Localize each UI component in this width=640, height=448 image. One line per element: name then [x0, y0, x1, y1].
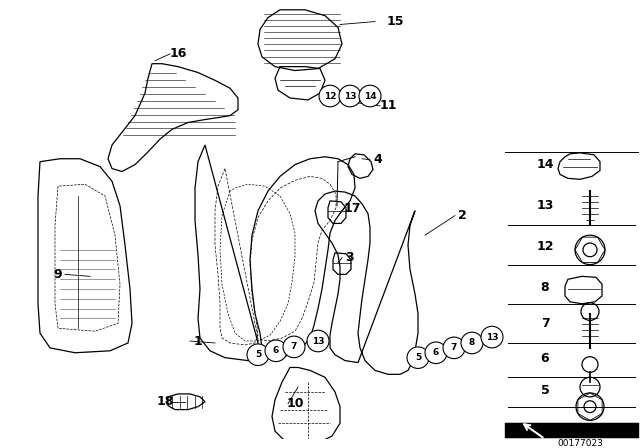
Text: 9: 9: [54, 268, 62, 281]
Text: 13: 13: [486, 332, 499, 341]
Circle shape: [443, 337, 465, 359]
Text: 11: 11: [380, 99, 397, 112]
Text: 6: 6: [433, 348, 439, 357]
Circle shape: [425, 342, 447, 363]
Text: 13: 13: [312, 336, 324, 345]
Text: 16: 16: [170, 47, 187, 60]
Circle shape: [319, 85, 341, 107]
Circle shape: [247, 344, 269, 366]
Text: 7: 7: [291, 342, 297, 351]
Text: 7: 7: [451, 343, 457, 353]
Circle shape: [481, 326, 503, 348]
Circle shape: [307, 330, 329, 352]
Text: 13: 13: [344, 91, 356, 100]
Text: 8: 8: [541, 280, 549, 293]
Text: 12: 12: [536, 241, 554, 254]
Text: 18: 18: [156, 395, 173, 408]
Text: 5: 5: [541, 383, 549, 396]
Text: 13: 13: [536, 199, 554, 212]
Text: 17: 17: [343, 202, 361, 215]
Text: 14: 14: [364, 91, 376, 100]
Text: 5: 5: [255, 350, 261, 359]
Circle shape: [339, 85, 361, 107]
Polygon shape: [505, 423, 638, 437]
Circle shape: [407, 347, 429, 368]
Text: 7: 7: [541, 317, 549, 330]
Text: 14: 14: [536, 158, 554, 171]
Circle shape: [283, 336, 305, 358]
Text: 1: 1: [194, 335, 202, 348]
Text: 2: 2: [458, 209, 467, 222]
Text: 6: 6: [541, 352, 549, 365]
Circle shape: [265, 340, 287, 362]
Text: 5: 5: [415, 353, 421, 362]
Text: 15: 15: [387, 15, 404, 28]
Text: 4: 4: [374, 153, 382, 166]
Text: 00177023: 00177023: [557, 439, 603, 448]
Circle shape: [461, 332, 483, 354]
Text: 12: 12: [324, 91, 336, 100]
Text: 8: 8: [469, 339, 475, 348]
Circle shape: [359, 85, 381, 107]
Text: 10: 10: [286, 397, 304, 410]
Text: 3: 3: [346, 251, 355, 264]
Text: 6: 6: [273, 346, 279, 355]
